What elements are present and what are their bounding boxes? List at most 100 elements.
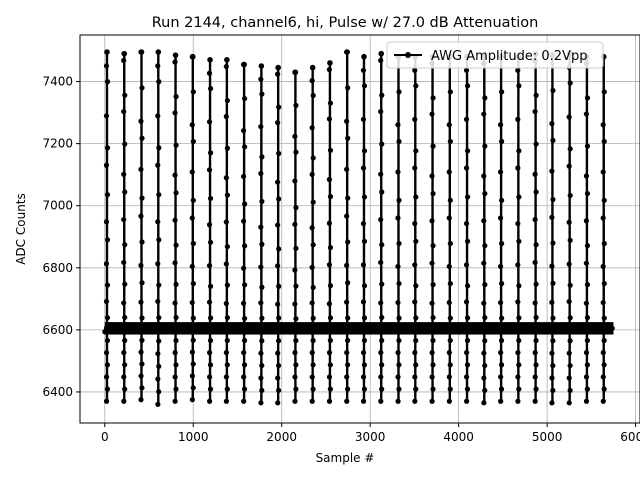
baseline-point: [541, 329, 547, 335]
pulse-point: [379, 281, 385, 287]
y-tick-label: 7400: [42, 75, 73, 89]
pulse-point: [463, 116, 470, 122]
pulse-point: [344, 166, 350, 172]
pulse-point: [463, 325, 470, 331]
pulse-point: [189, 299, 195, 306]
pulse-undershoot-point: [309, 350, 315, 356]
pulse-point: [327, 147, 334, 153]
pulse-undershoot-point: [259, 387, 265, 394]
pulse-undershoot-point: [464, 398, 470, 404]
pulse-point: [121, 108, 127, 115]
pulse-point: [276, 104, 282, 110]
pulse-undershoot-point: [498, 350, 504, 356]
pulse-point: [156, 79, 162, 85]
pulse-undershoot-point: [241, 374, 247, 380]
pulse-undershoot-point: [600, 350, 606, 356]
pulse-point: [499, 240, 505, 247]
pulse-point: [566, 163, 572, 169]
pulse-undershoot-point: [498, 386, 505, 392]
pulse-undershoot-point: [224, 386, 230, 392]
pulse-peak-point: [344, 49, 350, 55]
pulse-point: [155, 162, 161, 168]
pulse-point: [549, 168, 555, 174]
pulse-undershoot-point: [292, 350, 298, 356]
pulse-point: [275, 263, 281, 269]
pulse-point: [189, 325, 195, 331]
pulse-peak-point: [207, 57, 213, 63]
pulse-point: [121, 325, 127, 331]
pulse-point: [139, 315, 145, 321]
pulse-point: [258, 123, 264, 130]
baseline-point: [333, 326, 339, 332]
pulse-undershoot-point: [104, 386, 111, 392]
pulse-undershoot-point: [533, 362, 539, 368]
pulse-point: [516, 283, 522, 289]
pulse-point: [516, 148, 522, 154]
pulse-undershoot-point: [498, 362, 505, 368]
pulse-point: [258, 264, 264, 270]
baseline-point: [350, 327, 356, 333]
pulse-undershoot-point: [155, 401, 161, 407]
pulse-point: [190, 240, 196, 247]
pulse-undershoot-point: [310, 337, 316, 344]
pulse-point: [566, 325, 572, 331]
pulse-undershoot-point: [378, 350, 384, 356]
pulse-undershoot-point: [532, 350, 538, 356]
pulse-point: [412, 262, 418, 268]
pulse-point: [122, 314, 128, 321]
pulse-undershoot-point: [429, 350, 435, 356]
pulse-point: [379, 314, 385, 321]
pulse-undershoot-point: [327, 362, 333, 368]
pulse-point: [190, 89, 196, 95]
pulse-point: [310, 92, 316, 99]
pulse-undershoot-point: [378, 374, 384, 380]
pulse-point: [173, 314, 179, 321]
pulse-point: [206, 119, 213, 125]
pulse-point: [396, 89, 402, 95]
pulse-undershoot-point: [516, 337, 522, 344]
pulse-point: [360, 299, 367, 305]
pulse-point: [566, 298, 572, 305]
pulse-point: [155, 113, 161, 119]
pulse-point: [310, 199, 316, 205]
pulse-point: [344, 118, 350, 124]
pulse-point: [378, 325, 384, 331]
pulse-undershoot-point: [122, 362, 128, 368]
pulse-point: [223, 300, 229, 307]
pulse-point: [173, 242, 179, 248]
pulse-point: [463, 299, 470, 305]
pulse-point: [550, 240, 556, 246]
pulse-point: [463, 262, 470, 268]
pulse-point: [464, 283, 471, 289]
pulse-undershoot-point: [516, 362, 522, 368]
pulse-point: [293, 102, 299, 108]
pulse-point: [327, 194, 334, 200]
pulse-point: [600, 169, 606, 175]
pulse-undershoot-point: [464, 386, 471, 392]
pulse-point: [378, 108, 384, 115]
pulse-point: [309, 125, 315, 131]
pulse-point: [532, 259, 538, 266]
pulse-point: [121, 216, 127, 223]
pulse-point: [481, 325, 487, 331]
pulse-undershoot-point: [550, 387, 556, 394]
pulse-undershoot-point: [189, 373, 195, 379]
pulse-point: [224, 282, 230, 288]
pulse-undershoot-point: [156, 338, 162, 344]
x-axis-label: Sample #: [316, 451, 375, 465]
baseline-point: [573, 328, 579, 334]
pulse-undershoot-point: [345, 362, 351, 368]
pulse-point: [360, 116, 367, 122]
pulse-undershoot-point: [190, 361, 196, 367]
pulse-point: [497, 215, 504, 221]
pulse-point: [464, 83, 471, 89]
pulse-undershoot-point: [190, 337, 196, 343]
pulse-point: [224, 243, 230, 250]
pulse-point: [242, 282, 248, 288]
pulse-undershoot-point: [103, 398, 110, 404]
pulse-point: [601, 197, 607, 203]
pulse-point: [532, 216, 538, 223]
baseline-point: [577, 326, 583, 332]
pulse-point: [499, 315, 505, 321]
pulse-undershoot-point: [600, 374, 606, 380]
